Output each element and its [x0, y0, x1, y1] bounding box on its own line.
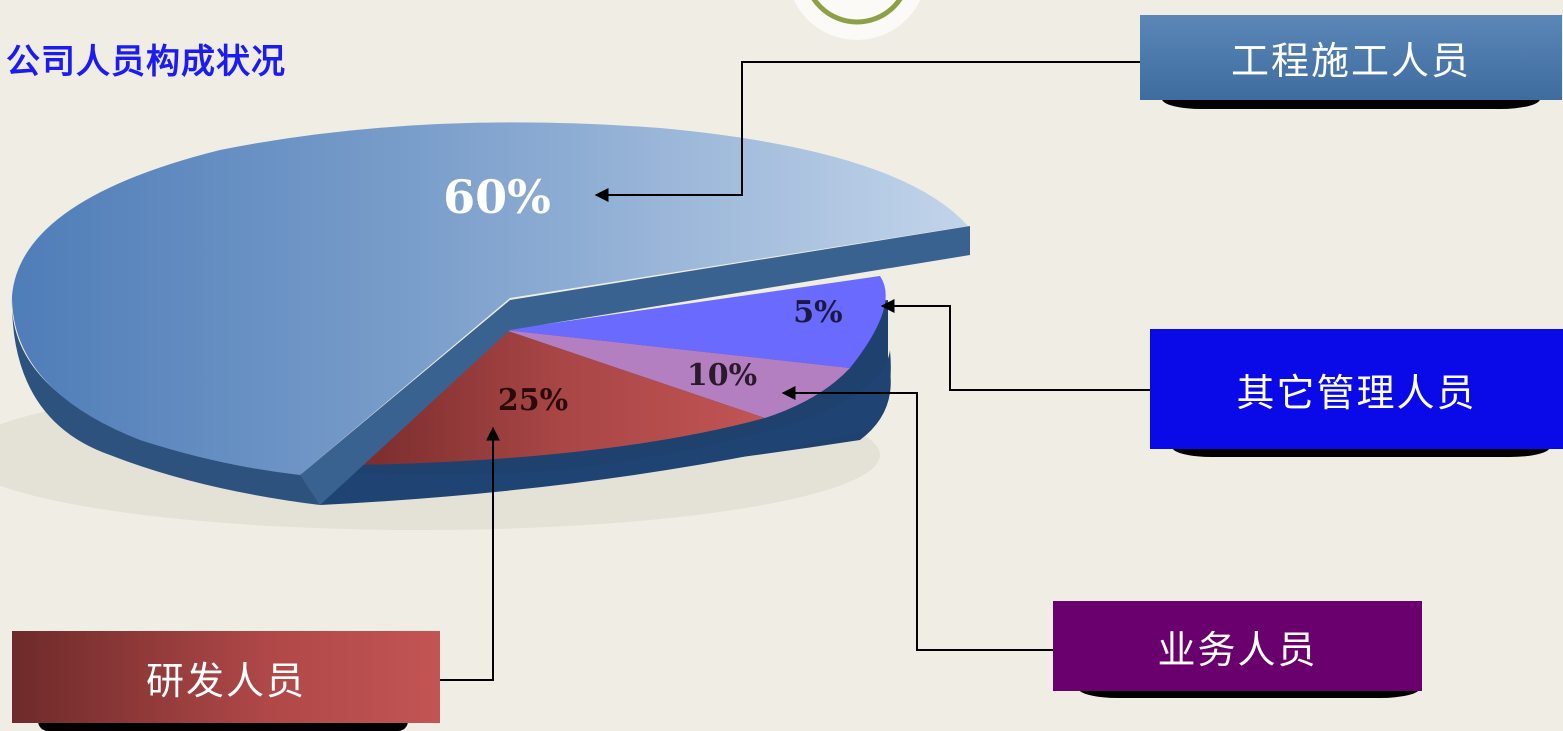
label-25pct: 25%: [498, 383, 568, 418]
legend-rnd-label: 研发人员: [145, 658, 306, 703]
slice-60pct-edge: [300, 226, 970, 505]
legend-engineering: 工程施工人员: [1140, 15, 1562, 100]
slice-60pct: [12, 122, 968, 476]
connector-management: [880, 299, 1150, 391]
legend-management: 其它管理人员: [1150, 329, 1563, 449]
label-60pct: 60%: [443, 170, 551, 224]
slice-25pct: [358, 330, 765, 465]
legend-shadow-engineering: [1162, 97, 1540, 109]
connector-business: [781, 386, 1055, 651]
connector-engineering: [594, 61, 1140, 202]
slice-10pct: [505, 330, 850, 418]
legend-business: 业务人员: [1053, 601, 1422, 691]
legend-rnd: 研发人员: [12, 631, 440, 723]
label-10pct: 10%: [687, 358, 757, 393]
connector-rnd: [440, 426, 500, 681]
legend-engineering-label: 工程施工人员: [1230, 39, 1471, 83]
pie-base: [320, 350, 891, 505]
slice-5pct: [505, 276, 886, 368]
label-5pct: 5%: [793, 295, 842, 330]
legend-business-label: 业务人员: [1157, 627, 1318, 672]
decorative-ring: [811, 0, 903, 25]
page-title: 公司人员构成状况: [6, 42, 286, 82]
legend-management-label: 其它管理人员: [1236, 370, 1477, 415]
slice-60pct-depth: [11, 296, 321, 505]
